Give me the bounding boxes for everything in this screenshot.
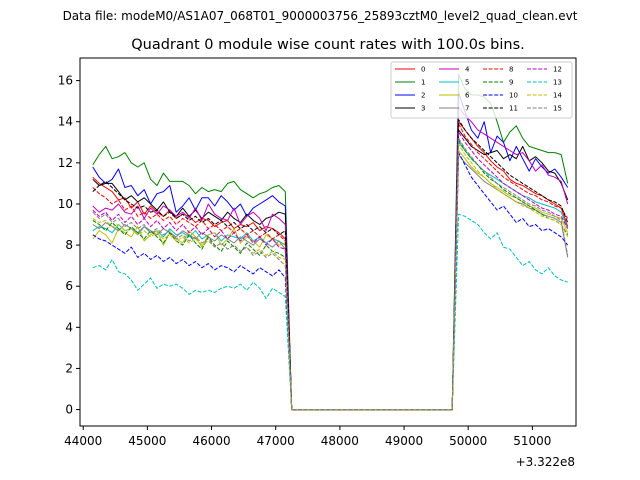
- x-tick-label: 47000: [257, 434, 295, 448]
- legend-label-7: 7: [465, 105, 469, 113]
- legend-label-3: 3: [421, 105, 425, 113]
- x-tick-label: 51000: [513, 434, 551, 448]
- legend-label-2: 2: [421, 92, 425, 100]
- x-tick-label: 46000: [192, 434, 230, 448]
- chart-suptitle: Data file: modeM0/AS1A07_068T01_90000037…: [63, 9, 578, 23]
- legend-label-13: 13: [553, 79, 562, 87]
- x-tick-label: 49000: [385, 434, 423, 448]
- y-tick-label: 4: [65, 320, 73, 334]
- legend-label-12: 12: [553, 66, 562, 74]
- legend-label-14: 14: [553, 92, 562, 100]
- x-offset-label: +3.322e8: [516, 455, 575, 469]
- series-line-15: [92, 137, 569, 411]
- x-tick-label: 48000: [321, 434, 359, 448]
- y-tick-label: 12: [58, 156, 73, 170]
- legend-label-0: 0: [421, 66, 425, 74]
- y-tick-label: 2: [65, 361, 73, 375]
- legend-label-10: 10: [509, 92, 518, 100]
- legend-label-4: 4: [465, 66, 470, 74]
- y-tick-label: 10: [58, 197, 73, 211]
- y-tick-label: 8: [65, 238, 73, 252]
- plot-lines: [92, 73, 569, 411]
- legend-label-15: 15: [553, 105, 562, 113]
- x-tick-label: 44000: [64, 434, 102, 448]
- series-line-14: [92, 143, 569, 411]
- y-tick-label: 16: [58, 74, 73, 88]
- x-axis: 44000 45000 46000 47000 48000 49000 50000 51000: [64, 426, 551, 448]
- chart-title: Quadrant 0 module wise count rates with …: [131, 37, 525, 53]
- legend-label-1: 1: [421, 79, 425, 87]
- series-line-11: [92, 119, 569, 411]
- legend-label-11: 11: [509, 105, 518, 113]
- legend-label-6: 6: [465, 92, 470, 100]
- legend-label-9: 9: [509, 79, 513, 87]
- x-tick-label: 45000: [128, 434, 166, 448]
- legend-box: [390, 61, 573, 119]
- y-tick-label: 14: [58, 115, 73, 129]
- y-tick-label: 6: [65, 279, 73, 293]
- y-tick-label: 0: [65, 403, 73, 417]
- y-axis: 0 2 4 6 8 10 12 14 16: [58, 74, 80, 417]
- x-tick-label: 50000: [449, 434, 487, 448]
- legend-label-8: 8: [509, 66, 513, 74]
- plot-frame: [79, 57, 577, 427]
- legend-label-5: 5: [465, 79, 469, 87]
